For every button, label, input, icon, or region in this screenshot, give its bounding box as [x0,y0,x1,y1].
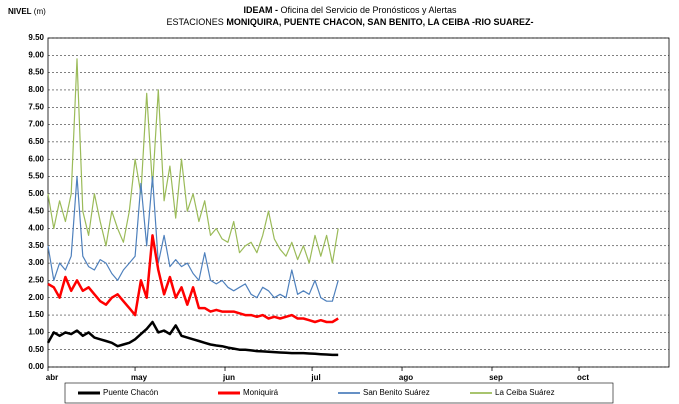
series-line [47,175,339,302]
y-tick-label: 0.50 [28,345,44,354]
y-tick-label: 0.00 [28,362,44,371]
subtitle-bold: MONIQUIRA, PUENTE CHACON, SAN BENITO, LA… [226,17,533,27]
y-tick-label: 5.00 [28,189,44,198]
legend-box [64,382,614,404]
y-tick-label: 2.50 [28,276,44,285]
legend-label: Moniquirá [243,388,279,397]
series-line [46,320,339,357]
x-tick-label: jun [222,373,235,382]
x-tick-label: abr [46,373,58,382]
y-axis-label: NIVEL (m) [8,7,46,16]
chart-subtitle: ESTACIONES MONIQUIRA, PUENTE CHACON, SAN… [166,17,533,27]
y-tick-label: 8.00 [28,85,44,94]
y-axis-label-unit: (m) [32,7,47,16]
subtitle-start: ESTACIONES [166,17,226,27]
legend-label: Puente Chacón [103,388,158,397]
x-tick-label: may [131,373,148,382]
y-tick-label: 3.50 [28,241,44,250]
x-tick-label: ago [399,373,413,382]
legend-label: San Benito Suárez [363,388,430,397]
x-tick-label: jul [310,373,320,382]
y-tick-label: 1.50 [28,310,44,319]
x-tick-label: oct [577,373,589,382]
y-tick-label: 2.00 [28,293,44,302]
y-tick-label: 6.50 [28,137,44,146]
plot-frame [47,37,670,368]
chart-title: IDEAM - Oficina del Servicio de Pronósti… [243,5,457,15]
y-tick-label: 7.00 [28,120,44,129]
title-bold: IDEAM - [243,5,278,15]
legend-label: La Ceiba Suárez [495,388,555,397]
title-rest: Oficina del Servicio de Pronósticos y Al… [278,5,457,15]
y-tick-label: 8.50 [28,68,44,77]
series-line [47,58,339,264]
x-tick-label: sep [489,373,503,382]
y-tick-label: 9.50 [28,33,44,42]
y-tick-label: 4.00 [28,224,44,233]
y-tick-label: 4.50 [28,206,44,215]
y-tick-label: 6.00 [28,154,44,163]
y-tick-label: 7.50 [28,102,44,111]
series-line [47,234,339,324]
y-tick-label: 5.50 [28,172,44,181]
y-tick-label: 3.00 [28,258,44,267]
y-axis-label-bold: NIVEL [8,7,32,16]
y-tick-label: 9.00 [28,50,44,59]
y-tick-label: 1.00 [28,327,44,336]
